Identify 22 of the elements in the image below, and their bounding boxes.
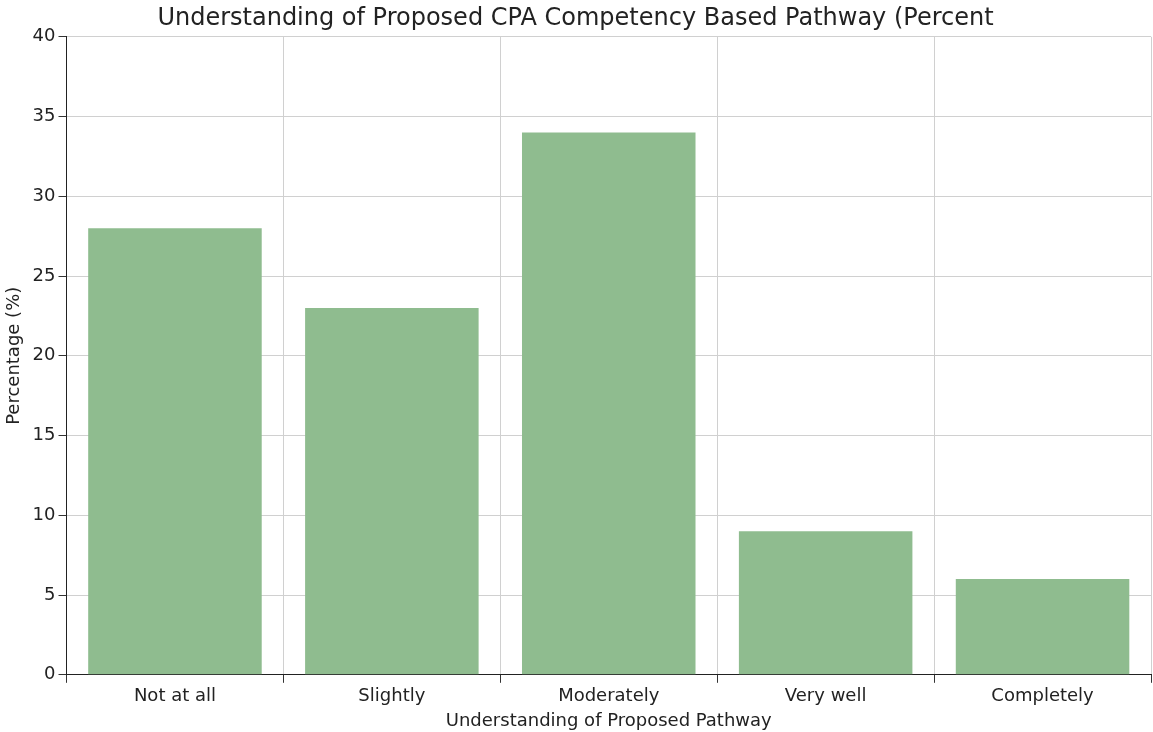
- y-tick-label: 5: [44, 582, 56, 604]
- y-tick-label: 25: [32, 263, 56, 285]
- y-axis-title: Percentage (%): [2, 286, 24, 425]
- y-tick-label: 30: [32, 183, 56, 205]
- y-tick-label: 15: [32, 423, 56, 445]
- chart-title: Understanding of Proposed CPA Competency Based Pathway (Percent: [157, 2, 994, 31]
- x-tick-label: Moderately: [558, 684, 660, 706]
- y-tick-label: 20: [32, 343, 56, 365]
- x-tick-label: Slightly: [358, 684, 426, 706]
- x-tick-label: Not at all: [133, 684, 217, 706]
- x-tick-label: Completely: [991, 684, 1095, 706]
- bar: [955, 579, 1130, 675]
- y-tick-label: 0: [44, 662, 56, 684]
- x-axis-title: Understanding of Proposed Pathway: [445, 708, 773, 730]
- bar: [88, 228, 262, 675]
- y-tick-label: 10: [32, 502, 56, 524]
- bar: [521, 132, 696, 675]
- y-tick-label: 35: [32, 104, 56, 126]
- bar: [305, 307, 479, 675]
- x-tick-label: Very well: [784, 684, 867, 706]
- y-tick-label: 40: [32, 24, 56, 46]
- bar: [738, 531, 913, 675]
